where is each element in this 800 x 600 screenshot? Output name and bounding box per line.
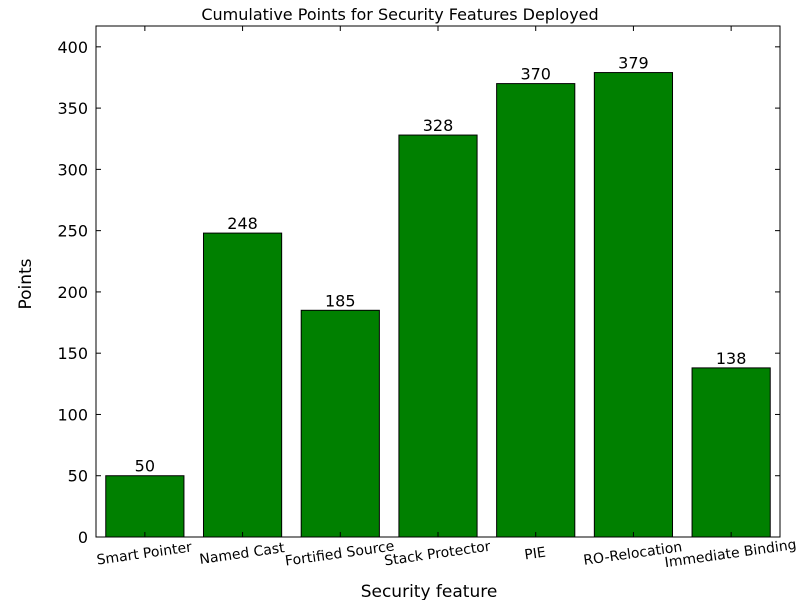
chart-title: Cumulative Points for Security Features … xyxy=(201,5,598,24)
bar-2 xyxy=(300,309,380,538)
bar-0 xyxy=(105,475,185,538)
bar-6 xyxy=(691,367,771,538)
x-tick-label-2: Fortified Source xyxy=(284,538,395,569)
y-tick-label-6: 300 xyxy=(57,160,88,179)
y-tick-label-7: 350 xyxy=(57,99,88,118)
y-tick-label-8: 400 xyxy=(57,38,88,57)
data-label-4: 370 xyxy=(520,65,551,84)
x-tick-label-6: Immediate Binding xyxy=(664,537,798,571)
x-tick-label-3: Stack Protector xyxy=(383,539,491,570)
bar-3 xyxy=(398,134,478,538)
data-label-3: 328 xyxy=(423,116,454,135)
y-tick-label-0: 0 xyxy=(78,528,88,547)
data-label-1: 248 xyxy=(227,214,258,233)
y-tick-label-2: 100 xyxy=(57,405,88,424)
y-tick-label-4: 200 xyxy=(57,283,88,302)
bar-1 xyxy=(202,232,283,538)
bar-4 xyxy=(496,83,576,538)
y-axis-title: Points xyxy=(16,258,36,309)
bar-5 xyxy=(593,72,674,538)
x-axis-title: Security feature xyxy=(361,582,498,600)
data-label-0: 50 xyxy=(135,457,155,476)
plot-area: 50 248 185 328 370 379 138 0 50 100 150 200 250 300 35… xyxy=(57,25,798,571)
data-label-2: 185 xyxy=(325,291,356,310)
data-label-6: 138 xyxy=(716,349,747,368)
data-label-5: 379 xyxy=(618,54,649,73)
y-tick-label-5: 250 xyxy=(57,222,88,241)
y-tick-label-1: 50 xyxy=(68,467,88,486)
x-tick-label-1: Named Cast xyxy=(198,540,286,568)
x-tick-label-4: PIE xyxy=(523,545,546,564)
y-tick-label-3: 150 xyxy=(57,344,88,363)
x-tick-label-0: Smart Pointer xyxy=(96,539,193,568)
